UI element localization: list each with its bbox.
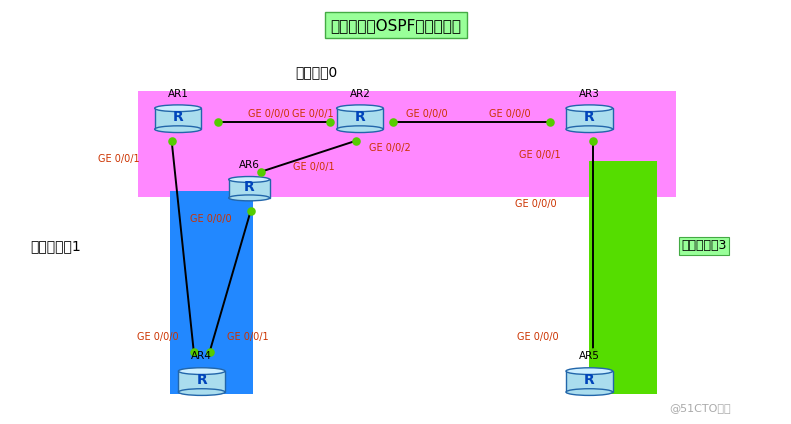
Text: AR6: AR6 xyxy=(239,160,259,170)
Text: R: R xyxy=(584,373,595,388)
Point xyxy=(244,207,257,214)
Text: AR2: AR2 xyxy=(350,89,370,98)
Point xyxy=(255,168,267,175)
Text: R: R xyxy=(172,110,184,125)
Bar xyxy=(155,108,201,129)
Text: GE 0/0/1: GE 0/0/1 xyxy=(520,150,561,160)
Text: GE 0/0/0: GE 0/0/0 xyxy=(138,332,179,342)
Ellipse shape xyxy=(179,368,225,374)
Bar xyxy=(170,191,253,394)
Text: 实验名称：OSPF多区域配置: 实验名称：OSPF多区域配置 xyxy=(330,18,461,33)
Ellipse shape xyxy=(229,195,270,201)
Point xyxy=(587,137,600,144)
Point xyxy=(203,349,216,355)
Bar xyxy=(138,91,676,197)
Ellipse shape xyxy=(155,126,201,133)
Text: GE 0/0/1: GE 0/0/1 xyxy=(292,109,333,120)
Point xyxy=(350,137,362,144)
Text: GE 0/0/0: GE 0/0/0 xyxy=(191,214,232,224)
Ellipse shape xyxy=(337,126,383,133)
Ellipse shape xyxy=(566,368,612,374)
Ellipse shape xyxy=(155,105,201,112)
Text: GE 0/0/0: GE 0/0/0 xyxy=(407,109,448,120)
Text: GE 0/0/1: GE 0/0/1 xyxy=(98,154,139,164)
Bar xyxy=(229,179,270,198)
Point xyxy=(387,119,399,126)
Ellipse shape xyxy=(566,105,612,112)
Point xyxy=(324,119,336,126)
Text: GE 0/0/0: GE 0/0/0 xyxy=(515,198,556,209)
Text: R: R xyxy=(354,110,365,125)
Text: GE 0/0/1: GE 0/0/1 xyxy=(227,332,268,342)
Text: AR3: AR3 xyxy=(579,89,600,98)
Text: GE 0/0/2: GE 0/0/2 xyxy=(369,142,411,153)
Point xyxy=(587,349,600,355)
Text: AR5: AR5 xyxy=(579,351,600,361)
Text: 非骨干区域1: 非骨干区域1 xyxy=(30,239,81,253)
Text: R: R xyxy=(244,180,255,195)
Bar xyxy=(566,371,612,392)
Ellipse shape xyxy=(337,105,383,112)
Ellipse shape xyxy=(566,389,612,396)
Text: GE 0/0/0: GE 0/0/0 xyxy=(517,332,558,342)
Text: R: R xyxy=(196,373,207,388)
Bar xyxy=(337,108,383,129)
Bar xyxy=(566,108,612,129)
Text: GE 0/0/1: GE 0/0/1 xyxy=(293,162,335,172)
Text: GE 0/0/0: GE 0/0/0 xyxy=(248,109,290,120)
Ellipse shape xyxy=(566,126,612,133)
Point xyxy=(187,349,200,355)
Text: @51CTO博客: @51CTO博客 xyxy=(669,403,731,413)
Text: R: R xyxy=(584,110,595,125)
Point xyxy=(211,119,224,126)
Text: 非骨干区域3: 非骨干区域3 xyxy=(681,240,727,252)
Text: AR4: AR4 xyxy=(191,351,212,361)
Text: GE 0/0/0: GE 0/0/0 xyxy=(490,109,531,120)
Ellipse shape xyxy=(179,389,225,396)
Text: 骨干区域0: 骨干区域0 xyxy=(295,65,338,79)
Point xyxy=(543,119,556,126)
Ellipse shape xyxy=(229,176,270,182)
Bar xyxy=(179,371,225,392)
Point xyxy=(165,137,178,144)
Bar xyxy=(589,161,657,394)
Text: AR1: AR1 xyxy=(168,89,188,98)
